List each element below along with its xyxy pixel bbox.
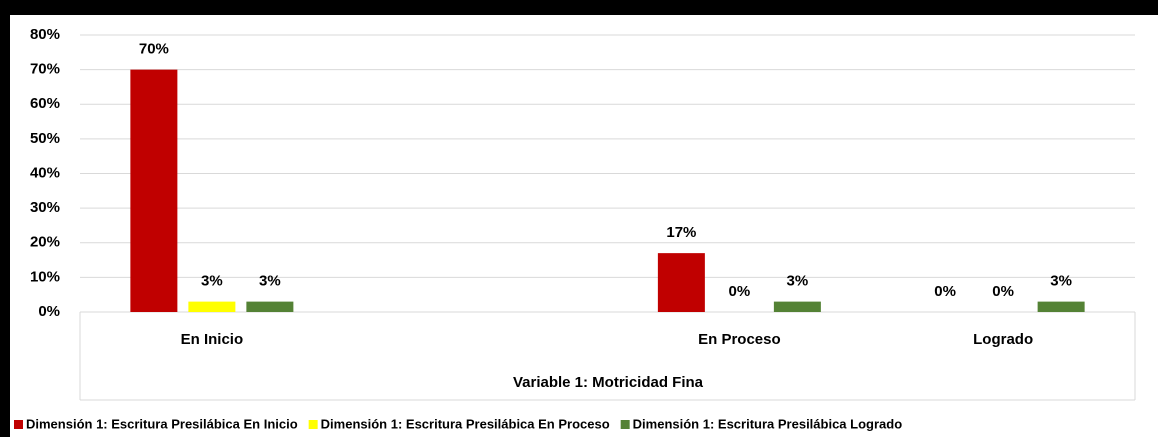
legend-swatch — [308, 420, 318, 429]
data-label: 3% — [201, 273, 223, 290]
data-label: 70% — [139, 41, 169, 58]
bar — [130, 69, 178, 312]
data-label: 0% — [729, 283, 751, 300]
legend-swatch — [14, 420, 23, 429]
data-label: 3% — [787, 273, 809, 290]
border-left — [0, 0, 10, 437]
y-tick-label: 60% — [30, 95, 60, 112]
x-tick-label: En Proceso — [698, 331, 781, 348]
bar — [1037, 301, 1085, 312]
y-tick-label: 20% — [30, 234, 60, 251]
data-label: 3% — [259, 273, 281, 290]
y-tick-label: 30% — [30, 199, 60, 216]
bar — [773, 301, 821, 312]
y-tick-label: 10% — [30, 268, 60, 285]
y-tick-label: 40% — [30, 164, 60, 181]
data-label: 3% — [1050, 273, 1072, 290]
data-label: 17% — [666, 224, 696, 241]
bar — [657, 253, 705, 312]
legend-label: Dimensión 1: Escritura Presilábica Logra… — [633, 416, 903, 431]
y-tick-label: 0% — [38, 303, 60, 320]
y-tick-label: 50% — [30, 130, 60, 147]
y-tick-label: 70% — [30, 61, 60, 78]
bar — [246, 301, 294, 312]
legend-swatch — [620, 420, 630, 429]
y-tick-label: 80% — [30, 26, 60, 43]
data-label: 0% — [992, 283, 1014, 300]
x-tick-label: En Inicio — [181, 331, 244, 348]
x-axis-title: Variable 1: Motricidad Fina — [513, 374, 704, 391]
legend-label: Dimensión 1: Escritura Presilábica En In… — [26, 416, 298, 431]
border-top — [0, 0, 1158, 15]
data-label: 0% — [934, 283, 956, 300]
bar — [188, 301, 236, 312]
x-tick-label: Logrado — [973, 331, 1033, 348]
legend-label: Dimensión 1: Escritura Presilábica En Pr… — [321, 416, 610, 431]
